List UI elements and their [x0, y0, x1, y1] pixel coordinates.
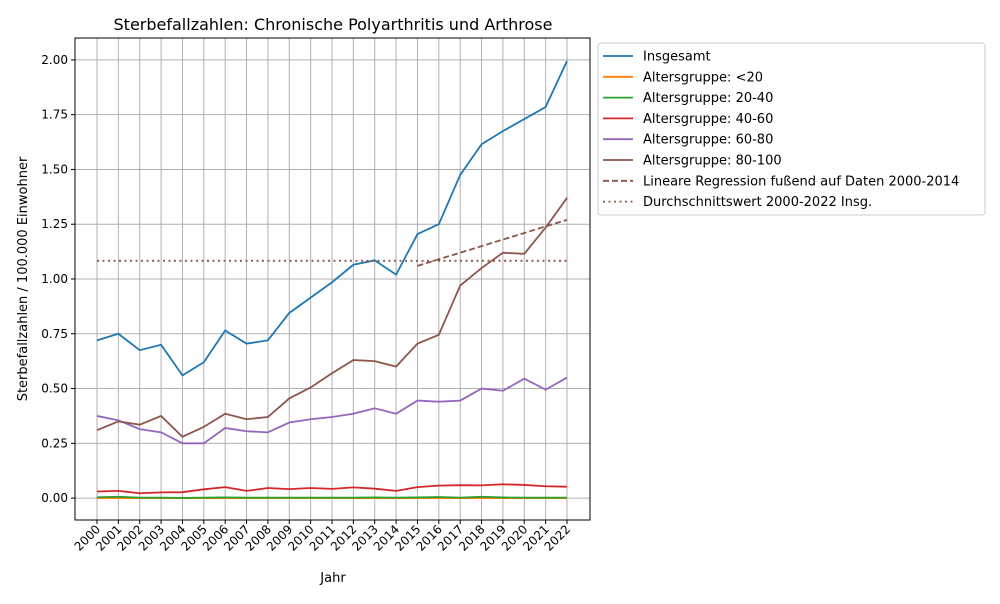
series-line-2 [96, 495, 567, 499]
series-line-4 [96, 376, 568, 445]
y-tick-label: 1.75 [41, 108, 68, 122]
grid [75, 38, 590, 520]
y-tick-label: 1.00 [41, 272, 68, 286]
legend-box [597, 42, 986, 216]
y-tick-label: 0.25 [41, 436, 68, 450]
y-tick-label: 0.75 [41, 327, 68, 341]
legend-label: Insgesamt [643, 50, 711, 65]
series-line-6 [417, 218, 568, 267]
legend-label: Altersgruppe: <20 [643, 70, 763, 85]
chart-title: Sterbefallzahlen: Chronische Polyarthrit… [114, 15, 553, 34]
y-tick-label: 2.00 [41, 53, 68, 67]
y-axis-label: Sterbefallzahlen / 100.000 Einwohner [16, 156, 31, 401]
legend-label: Altersgruppe: 60-80 [643, 133, 773, 148]
series-line-3 [96, 483, 568, 495]
legend-label: Altersgruppe: 80-100 [643, 154, 782, 169]
series-line-0 [96, 60, 568, 377]
series-line-5 [96, 197, 568, 438]
y-tick-label: 0.50 [41, 382, 68, 396]
x-axis-label: Jahr [319, 571, 346, 586]
y-tick-label: 1.50 [41, 162, 68, 176]
legend-label: Altersgruppe: 40-60 [643, 112, 773, 127]
x-axis: 2000200120022003200420052006200720082009… [72, 520, 573, 554]
legend-label: Durchschnittswert 2000-2022 Insg. [643, 195, 872, 210]
legend-label: Altersgruppe: 20-40 [643, 91, 773, 106]
y-tick-label: 0.00 [41, 491, 68, 505]
y-axis: 0.00 0.25 0.50 0.75 1.00 1.25 1.50 1.75 2.00 [41, 53, 75, 505]
legend-label: Lineare Regression fußend auf Daten 2000… [643, 174, 959, 189]
y-tick-label: 1.25 [41, 217, 68, 231]
series-lines [96, 60, 568, 499]
legend: Insgesamt Altersgruppe: <20 Altersgruppe: … [597, 42, 986, 216]
